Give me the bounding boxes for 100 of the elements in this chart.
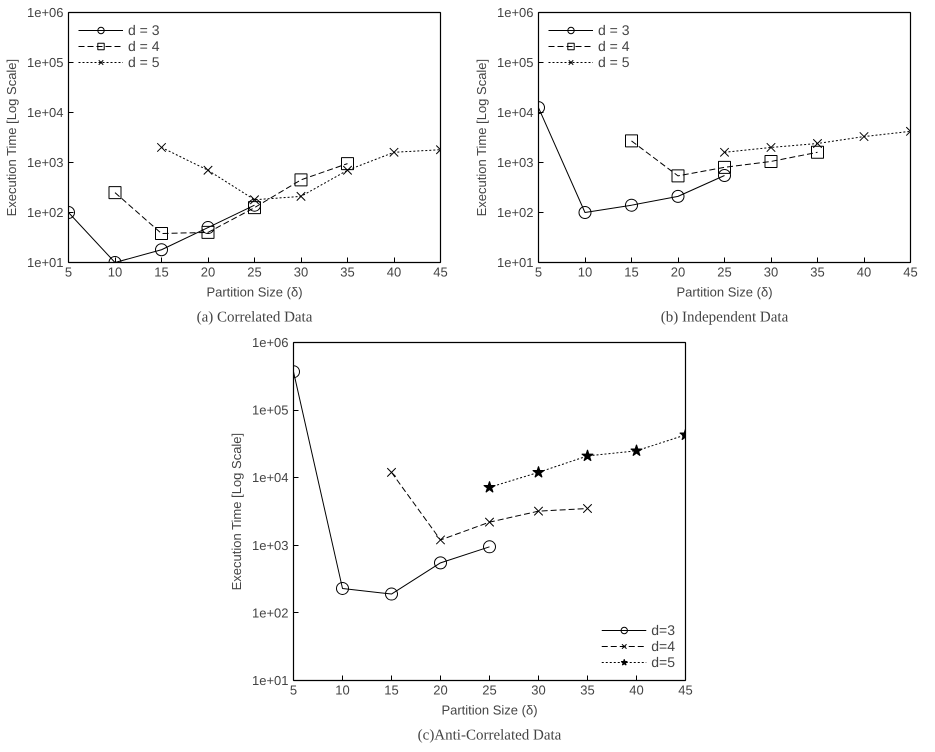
x-tick-label: 30 bbox=[764, 264, 778, 280]
y-tick-label: 1e+02 bbox=[252, 605, 289, 620]
x-tick-label: 10 bbox=[108, 264, 122, 280]
x-tick-label: 10 bbox=[335, 682, 350, 698]
point bbox=[155, 243, 168, 256]
legend-label: d=3 bbox=[651, 622, 675, 638]
point bbox=[483, 540, 496, 554]
point bbox=[718, 168, 731, 182]
point bbox=[203, 166, 213, 175]
point bbox=[484, 517, 494, 527]
point bbox=[625, 198, 638, 212]
x-tick-label: 40 bbox=[386, 264, 402, 280]
point bbox=[248, 198, 261, 212]
y-tick-label: 1e+06 bbox=[252, 335, 289, 350]
x-tick-label: 40 bbox=[856, 264, 872, 280]
x-tick-label: 30 bbox=[531, 682, 546, 698]
point bbox=[812, 138, 822, 148]
point bbox=[389, 148, 399, 158]
y-axis-title: Execution Time [Log Scale] bbox=[228, 432, 244, 590]
y-tick-label: 1e+02 bbox=[496, 205, 534, 220]
point bbox=[202, 226, 214, 239]
point bbox=[811, 146, 824, 159]
y-tick-label: 1e+02 bbox=[26, 205, 64, 220]
y-tick-label: 1e+04 bbox=[496, 105, 534, 120]
legend-label: d = 5 bbox=[598, 54, 630, 70]
x-tick-label: 5 bbox=[64, 264, 72, 280]
x-tick-label: 35 bbox=[580, 682, 595, 698]
x-tick-label: 15 bbox=[384, 682, 399, 698]
point bbox=[336, 582, 349, 595]
x-tick-label: 20 bbox=[670, 264, 686, 280]
point bbox=[341, 157, 354, 170]
y-tick-label: 1e+05 bbox=[26, 55, 64, 70]
legend-label: d = 4 bbox=[598, 38, 630, 54]
x-tick-label: 5 bbox=[290, 682, 298, 698]
point bbox=[532, 466, 545, 478]
point bbox=[342, 166, 352, 175]
point bbox=[434, 556, 447, 570]
x-tick-label: 10 bbox=[578, 264, 592, 280]
x-tick-label: 35 bbox=[810, 264, 825, 280]
point bbox=[581, 449, 594, 462]
point bbox=[296, 192, 306, 202]
point bbox=[859, 132, 869, 142]
point bbox=[436, 535, 446, 545]
x-tick-label: 30 bbox=[294, 264, 308, 280]
point bbox=[672, 169, 684, 182]
y-tick-label: 1e+01 bbox=[26, 255, 64, 270]
x-tick-label: 45 bbox=[678, 682, 693, 698]
x-tick-label: 20 bbox=[200, 264, 216, 280]
x-tick-label: 25 bbox=[717, 264, 732, 280]
x-tick-label: 45 bbox=[903, 264, 918, 280]
x-tick-label: 40 bbox=[629, 682, 644, 698]
y-tick-label: 1e+05 bbox=[252, 402, 289, 418]
y-tick-label: 1e+01 bbox=[252, 673, 289, 688]
y-tick-label: 1e+06 bbox=[26, 5, 64, 20]
x-tick-label: 5 bbox=[534, 264, 542, 280]
point bbox=[720, 148, 730, 158]
point bbox=[534, 506, 544, 516]
y-axis-title: Execution Time [Log Scale] bbox=[474, 58, 489, 216]
x-tick-label: 15 bbox=[154, 264, 169, 280]
point bbox=[385, 588, 398, 601]
x-axis-title: Partition Size (δ) bbox=[676, 284, 773, 300]
point bbox=[386, 468, 396, 478]
y-tick-label: 1e+04 bbox=[26, 105, 64, 120]
text: (a) Correlated Data bbox=[196, 310, 313, 326]
y-axis-title: Execution Time [Log Scale] bbox=[4, 58, 19, 216]
y-tick-label: 1e+03 bbox=[496, 155, 534, 170]
point bbox=[582, 504, 592, 514]
y-tick-label: 1e+04 bbox=[252, 470, 289, 486]
point bbox=[156, 142, 166, 152]
x-tick-label: 20 bbox=[433, 682, 448, 698]
point bbox=[766, 142, 776, 152]
point bbox=[625, 134, 638, 148]
point bbox=[108, 186, 122, 200]
x-tick-label: 25 bbox=[247, 264, 262, 280]
point bbox=[578, 206, 592, 219]
x-tick-label: 35 bbox=[340, 264, 355, 280]
point bbox=[483, 480, 496, 493]
legend-label: d=4 bbox=[651, 638, 675, 654]
point bbox=[672, 190, 684, 203]
legend-label: d = 4 bbox=[128, 38, 160, 54]
x-axis-title: Partition Size (δ) bbox=[441, 702, 538, 718]
legend-label: d = 5 bbox=[128, 54, 160, 70]
x-tick-label: 45 bbox=[433, 264, 448, 280]
x-axis-title: Partition Size (δ) bbox=[206, 284, 303, 300]
y-tick-label: 1e+03 bbox=[252, 538, 289, 553]
y-tick-label: 1e+01 bbox=[496, 255, 534, 270]
legend-label: d = 3 bbox=[598, 22, 630, 38]
point bbox=[294, 173, 308, 186]
y-tick-label: 1e+05 bbox=[496, 55, 534, 70]
text: (b) Independent Data bbox=[660, 310, 789, 326]
text: (c)Anti-Correlated Data bbox=[418, 728, 562, 744]
x-tick-label: 15 bbox=[624, 264, 639, 280]
point bbox=[248, 201, 261, 214]
point bbox=[718, 160, 731, 174]
point bbox=[764, 154, 778, 168]
x-tick-label: 25 bbox=[482, 682, 497, 698]
point bbox=[202, 221, 214, 234]
legend-label: d = 3 bbox=[128, 22, 160, 38]
point bbox=[155, 227, 168, 240]
point bbox=[630, 444, 643, 456]
